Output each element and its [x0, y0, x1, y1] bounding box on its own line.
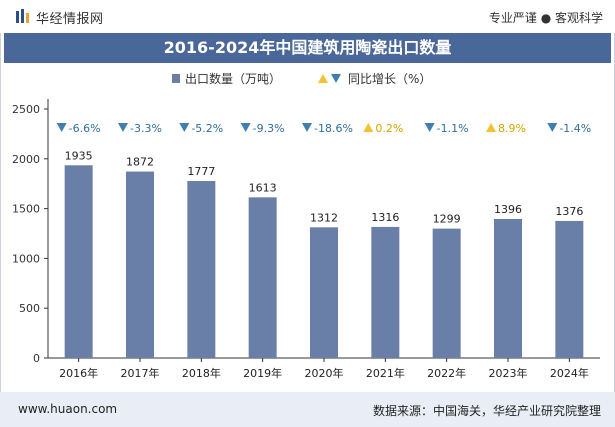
x-tick-label: 2019年: [243, 366, 282, 380]
bar: [187, 181, 216, 358]
bar-value-label: 1312: [310, 211, 338, 224]
bar-value-label: 1396: [494, 203, 522, 216]
y-tick-label: 2500: [12, 103, 40, 116]
footer-source: 数据来源：中国海关，华经产业研究院整理: [372, 404, 601, 418]
y-tick-label: 0: [33, 352, 40, 365]
growth-down-triangle-icon: [424, 123, 435, 132]
bar-value-label: 1613: [249, 181, 277, 194]
y-tick-label: 500: [19, 302, 40, 315]
bar-value-label: 1872: [126, 156, 154, 169]
growth-down-triangle-icon: [118, 123, 128, 132]
chart-area: 出口数量（万吨） 同比增长（%） 0 500 1000 1500 2000 2500 2016…: [12, 71, 600, 380]
growth-down-triangle-icon: [547, 123, 558, 132]
growth-value-label: -1.1%: [437, 122, 469, 135]
growth-value-label: -1.4%: [559, 122, 591, 135]
tagline: 专业严谨 ● 客观科学: [488, 11, 603, 25]
bar: [432, 228, 461, 358]
growth-value-label: 0.2%: [375, 122, 403, 135]
chart-legend: 出口数量（万吨） 同比增长（%）: [172, 71, 431, 86]
legend-bar-label: 出口数量（万吨）: [185, 71, 281, 86]
growth-value-label: -18.6%: [314, 122, 353, 135]
growth-down-triangle-icon: [179, 123, 190, 132]
huajing-logo-icon: [16, 9, 29, 23]
legend-up-triangle-icon: [318, 74, 328, 83]
growth-down-triangle-icon: [56, 123, 67, 132]
y-tick-label: 2000: [12, 153, 40, 166]
brand-name: 华经情报网: [36, 12, 104, 27]
growth-up-triangle-icon: [363, 123, 374, 132]
legend-growth-label: 同比增长（%）: [348, 72, 431, 86]
bar: [248, 197, 277, 358]
bar-value-label: 1376: [555, 205, 583, 218]
bar-value-label: 1935: [65, 149, 93, 162]
growth-value-label: -3.3%: [130, 122, 162, 135]
bar: [310, 227, 338, 358]
bar: [126, 171, 154, 358]
title-band: 2016-2024年中国建筑用陶瓷出口数量: [4, 33, 611, 63]
x-tick-label: 2018年: [182, 366, 221, 380]
growth-series: -6.6% -3.3% -5.2% -9.3% -18.6% 0.2% -1.1% 8.9% -…: [56, 122, 591, 135]
x-tick-label: 2021年: [366, 366, 405, 380]
y-tick-label: 1000: [12, 252, 40, 265]
growth-value-label: 8.9%: [498, 122, 526, 135]
header-bar: 华经情报网 专业严谨 ● 客观科学: [0, 0, 615, 33]
bar-value-label: 1316: [371, 211, 399, 224]
x-tick-label: 2016年: [59, 366, 98, 380]
footer-url: www.huaon.com: [18, 402, 118, 416]
x-tick-label: 2023年: [489, 366, 528, 380]
chart-title: 2016-2024年中国建筑用陶瓷出口数量: [163, 38, 452, 57]
growth-down-triangle-icon: [240, 123, 251, 132]
growth-down-triangle-icon: [302, 123, 312, 132]
x-tick-label: 2017年: [121, 366, 160, 380]
growth-value-label: -5.2%: [191, 122, 223, 135]
bar-value-label: 1299: [433, 213, 461, 226]
legend-bar-swatch: [172, 74, 180, 83]
x-tick-label: 2020年: [305, 366, 344, 380]
bar-series: 1935 1872 1777 1613 1312 1316 1299 1396 1376: [64, 149, 584, 358]
chart-axes: 0 500 1000 1500 2000 2500 2016年 2017年 2018年 2019年…: [12, 99, 600, 380]
bar: [371, 226, 400, 358]
x-tick-label: 2024年: [550, 366, 589, 380]
growth-value-label: -6.6%: [69, 122, 101, 135]
bar: [494, 218, 522, 358]
growth-value-label: -9.3%: [253, 122, 285, 135]
growth-up-triangle-icon: [486, 123, 496, 132]
y-tick-label: 1500: [12, 203, 40, 216]
bar: [555, 220, 584, 358]
legend-down-triangle-icon: [331, 74, 341, 83]
bar-value-label: 1777: [187, 165, 215, 178]
x-tick-label: 2022年: [427, 366, 466, 380]
footer-bar: www.huaon.com 数据来源：中国海关，华经产业研究院整理: [0, 392, 615, 427]
bar: [64, 165, 93, 358]
